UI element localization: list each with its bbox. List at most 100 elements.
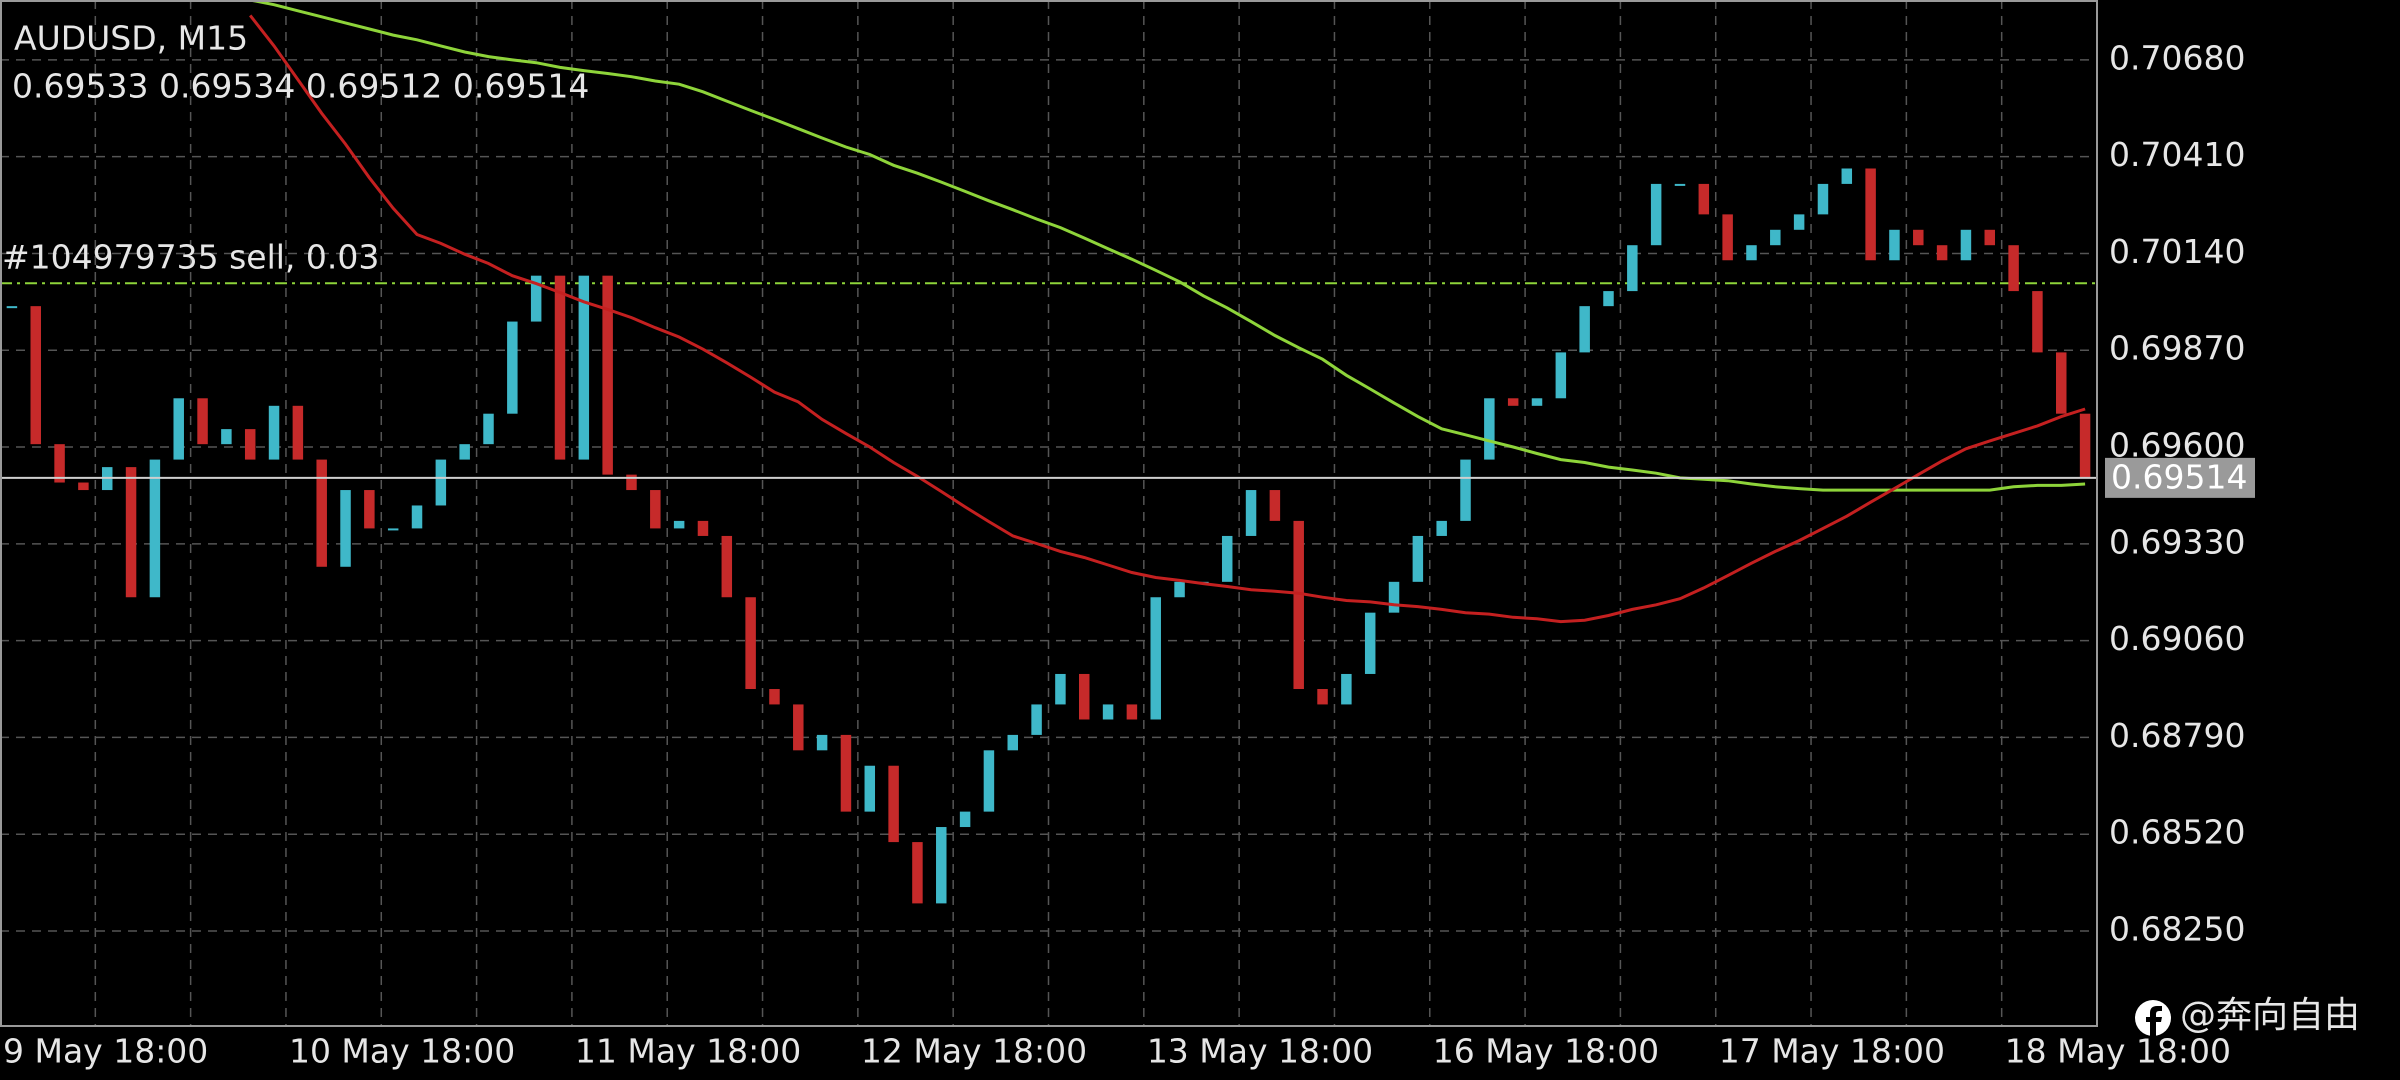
candle [840, 734, 852, 812]
candle [1960, 229, 1972, 261]
candle [1817, 183, 1829, 215]
candle [1674, 183, 1686, 186]
candle [578, 275, 590, 460]
candle [483, 413, 494, 445]
candle [1460, 459, 1471, 521]
candle [2008, 245, 2019, 292]
candle [173, 398, 184, 460]
candle [1722, 214, 1733, 261]
candle [1436, 520, 1447, 536]
candle [411, 505, 423, 529]
candle [1031, 704, 1042, 735]
candle [745, 597, 756, 690]
candle [2032, 291, 2043, 353]
candle [78, 482, 89, 491]
candle [1555, 352, 1567, 399]
candle [1174, 581, 1185, 598]
candle [1603, 291, 1614, 307]
candle [340, 490, 351, 567]
candle [507, 321, 518, 414]
candle [554, 275, 566, 460]
plot-area [0, 0, 2097, 904]
x-tick-label: 17 May 18:00 [1719, 1032, 1945, 1071]
y-tick-label: 0.69060 [2109, 619, 2245, 658]
candle [1269, 490, 1281, 521]
x-tick-label: 13 May 18:00 [1147, 1032, 1373, 1071]
candle [1889, 229, 1900, 261]
candle [721, 535, 733, 598]
candle [1936, 245, 1948, 261]
x-tick-label: 18 May 18:00 [2005, 1032, 2231, 1071]
order-label: #104979735 sell, 0.03 [2, 238, 379, 277]
y-tick-label: 0.68520 [2109, 813, 2245, 852]
candle [1531, 398, 1543, 406]
x-tick-label: 16 May 18:00 [1433, 1032, 1659, 1071]
candle [1746, 245, 1757, 261]
candle [912, 842, 923, 904]
candle [1913, 229, 1924, 246]
candle [769, 689, 780, 705]
candle [1865, 168, 1876, 261]
candle [30, 306, 41, 445]
candle [1055, 673, 1066, 705]
x-tick-label: 12 May 18:00 [861, 1032, 1087, 1071]
candle [936, 827, 947, 904]
candle [983, 750, 995, 812]
candle [1650, 183, 1662, 246]
ohlc-text: 0.69533 0.69534 0.69512 0.69514 [12, 67, 589, 106]
candle [626, 474, 637, 491]
candle [1126, 704, 1138, 720]
candle [149, 459, 161, 598]
candle [1841, 168, 1853, 184]
candle [316, 459, 327, 567]
candle [602, 275, 613, 475]
candle [387, 528, 399, 531]
candle [292, 405, 304, 460]
y-tick-label: 0.70410 [2109, 135, 2245, 174]
price-label-box [2105, 457, 2255, 498]
candle [650, 490, 661, 529]
candle [1484, 398, 1495, 460]
x-tick-label: 9 May 18:00 [3, 1032, 208, 1071]
y-tick-label: 0.69330 [2109, 522, 2245, 561]
candle [197, 398, 208, 445]
candle [1579, 306, 1590, 353]
candle [816, 734, 828, 751]
candle [697, 520, 709, 536]
candle [459, 444, 470, 460]
candle [244, 429, 256, 460]
candle [268, 405, 280, 460]
candle [1150, 597, 1161, 720]
candle [364, 490, 375, 529]
candle [1984, 229, 1996, 246]
watermark-icon [2135, 1000, 2171, 1036]
candle [959, 811, 971, 828]
candle [1793, 214, 1805, 230]
candle [1007, 734, 1018, 751]
candle [864, 765, 876, 812]
candle [2079, 413, 2091, 478]
candle [6, 306, 18, 309]
x-tick-label: 10 May 18:00 [289, 1032, 515, 1071]
candle [673, 520, 685, 529]
symbol-title: AUDUSD, M15 [14, 19, 248, 58]
candle [1317, 689, 1328, 705]
y-tick-label: 0.69870 [2109, 329, 2245, 368]
candle [888, 765, 899, 843]
candle [1364, 612, 1376, 674]
candle [1507, 398, 1519, 406]
moving-average [249, 14, 2086, 624]
y-tick-label: 0.70140 [2109, 232, 2245, 271]
candle [1770, 229, 1781, 246]
candle [1245, 490, 1257, 536]
candle [1293, 520, 1304, 690]
candle [435, 459, 447, 506]
y-tick-label: 0.68790 [2109, 716, 2245, 755]
candle [1388, 581, 1400, 613]
candle [54, 444, 65, 483]
price-label: 0.69514 [2111, 457, 2247, 496]
moving-average [249, 0, 2086, 492]
